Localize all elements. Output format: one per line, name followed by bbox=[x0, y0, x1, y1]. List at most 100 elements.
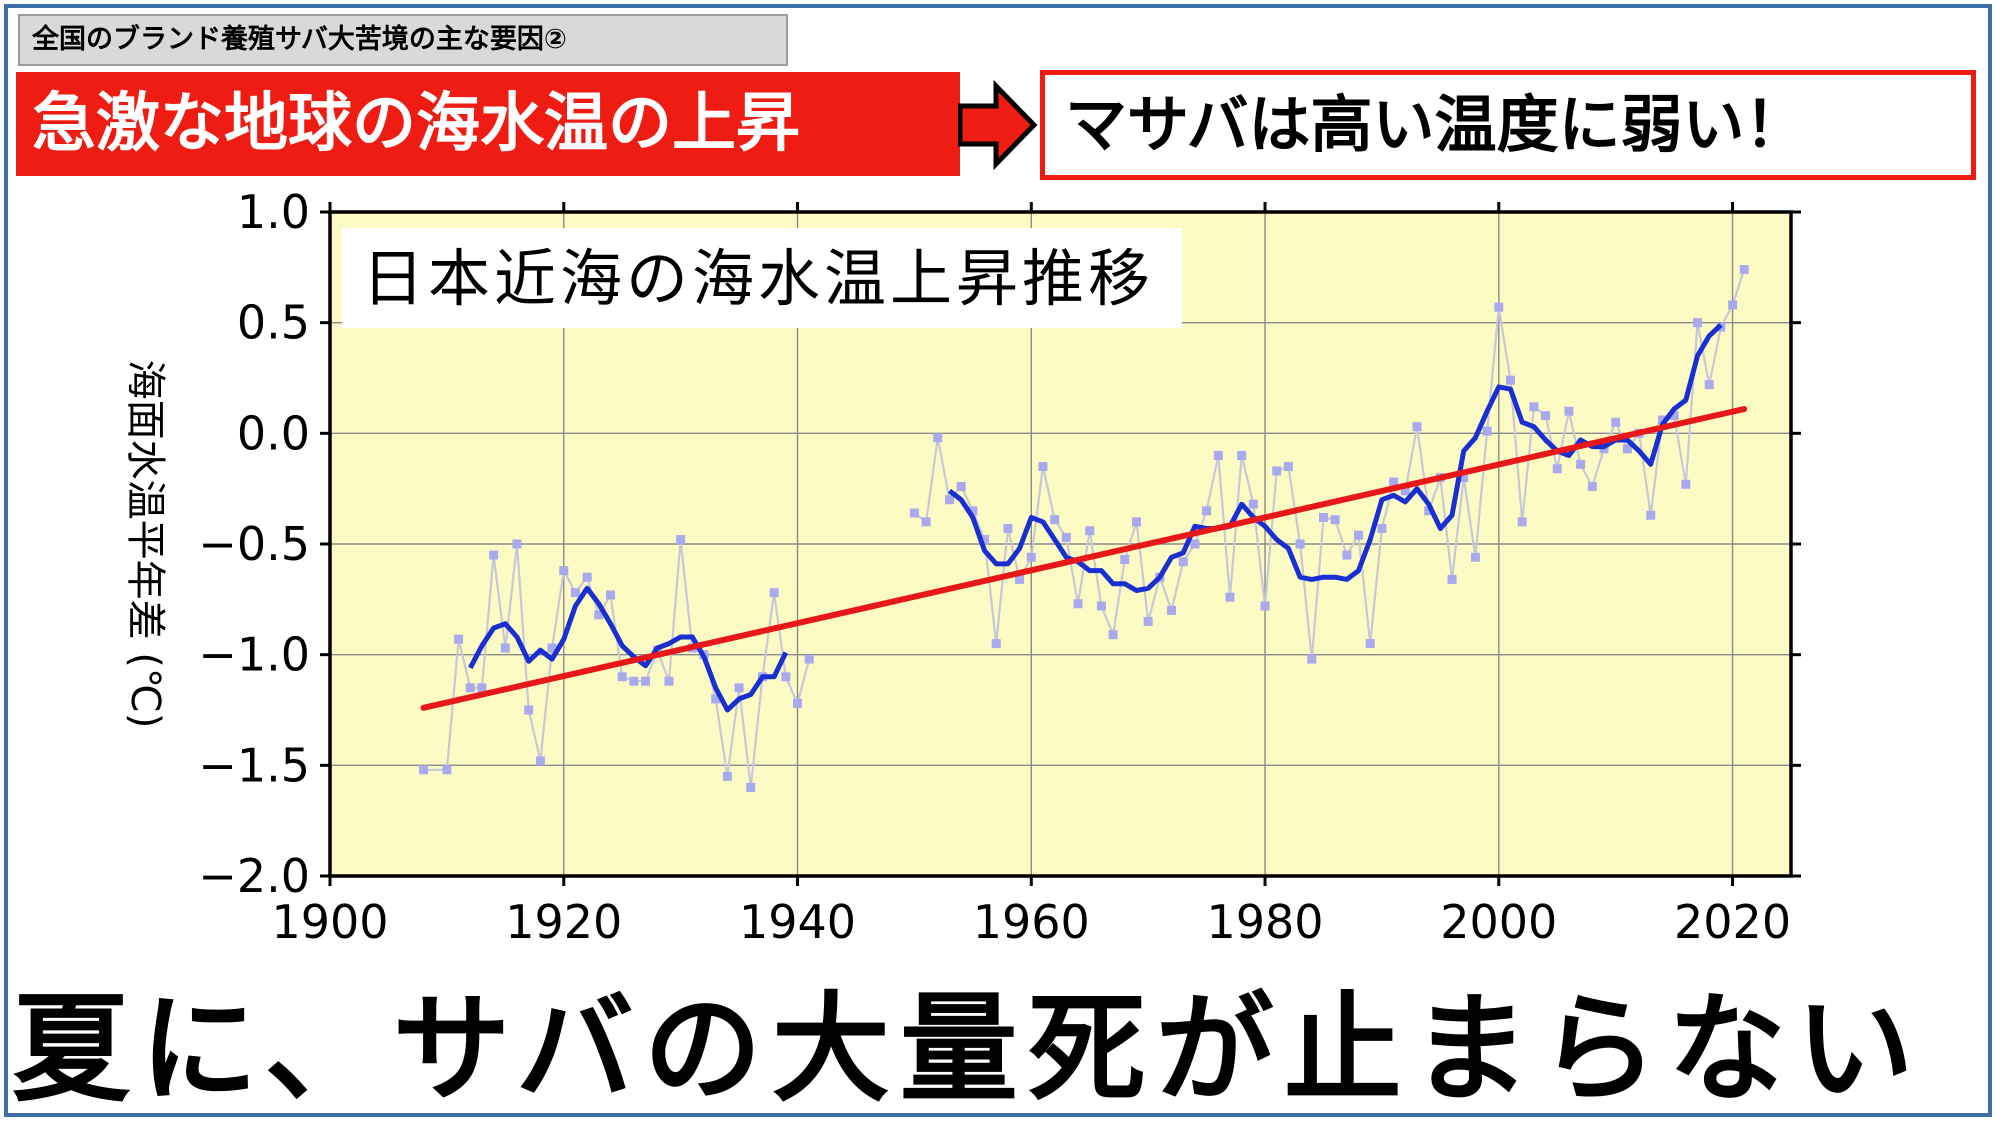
yearly-point bbox=[1190, 539, 1200, 549]
yearly-point bbox=[1739, 265, 1749, 275]
yearly-point bbox=[1505, 375, 1515, 385]
yearly-point bbox=[1318, 512, 1328, 522]
yearly-point bbox=[944, 495, 954, 505]
yearly-point bbox=[535, 756, 545, 766]
yearly-point bbox=[1657, 415, 1667, 425]
yearly-point bbox=[512, 539, 522, 549]
yearly-point bbox=[1307, 654, 1317, 664]
yearly-point bbox=[606, 590, 616, 600]
yearly-point bbox=[1213, 450, 1223, 460]
yearly-point bbox=[419, 765, 429, 775]
yearly-point bbox=[769, 588, 779, 598]
yearly-point bbox=[1529, 402, 1539, 412]
yearly-point bbox=[1646, 510, 1656, 520]
yearly-point bbox=[570, 588, 580, 598]
yearly-point bbox=[1576, 459, 1586, 469]
moving-average-line bbox=[468, 585, 789, 713]
yearly-point bbox=[582, 572, 592, 582]
series-layer bbox=[419, 265, 1749, 792]
chart-title-background bbox=[342, 228, 1182, 328]
yearly-point bbox=[1692, 318, 1702, 328]
y-tick-label: −1.5 bbox=[198, 738, 310, 792]
yearly-point bbox=[1237, 450, 1247, 460]
yearly-point bbox=[594, 610, 604, 620]
yearly-point bbox=[1704, 380, 1714, 390]
slide-tag: 全国のブランド養殖サバ大苦境の主な要因② bbox=[18, 14, 788, 66]
yearly-point bbox=[1272, 466, 1282, 476]
y-tick-label: −2.0 bbox=[198, 849, 310, 903]
x-tick-label: 2020 bbox=[1674, 895, 1791, 949]
yearly-point bbox=[968, 506, 978, 516]
yearly-point bbox=[1050, 515, 1060, 525]
yearly-point bbox=[956, 481, 966, 491]
yearly-point bbox=[1096, 601, 1106, 611]
slide-frame bbox=[4, 4, 1992, 1117]
yearly-point bbox=[933, 433, 943, 443]
yearly-point bbox=[1587, 481, 1597, 491]
y-tick-label: 0.5 bbox=[237, 296, 310, 350]
axis-layer: 1900 1920 1940 1960 1980 2000 2020 1.0 0.5 0.0 −0.… bbox=[198, 186, 1801, 949]
yearly-point bbox=[1470, 552, 1480, 562]
yearly-point bbox=[1003, 524, 1013, 534]
x-tick-label: 2000 bbox=[1440, 895, 1557, 949]
yearly-point bbox=[1143, 616, 1153, 626]
yearly-point bbox=[1447, 574, 1457, 584]
yearly-point bbox=[722, 771, 732, 781]
yearly-point bbox=[991, 639, 1001, 649]
yearly-point bbox=[1482, 426, 1492, 436]
yearly-point bbox=[1459, 473, 1469, 483]
yearly-point bbox=[489, 550, 499, 560]
yearly-point bbox=[980, 535, 990, 545]
yearly-point bbox=[1541, 411, 1551, 421]
yearly-point bbox=[1167, 605, 1177, 615]
yearly-point bbox=[1108, 630, 1118, 640]
yearly-point bbox=[1085, 526, 1095, 536]
yearly-point bbox=[1669, 411, 1679, 421]
yearly-point bbox=[465, 683, 475, 693]
yearly-point bbox=[454, 634, 464, 644]
yearly-point bbox=[1622, 444, 1632, 454]
yearly-point bbox=[1365, 639, 1375, 649]
yearly-point bbox=[1178, 557, 1188, 567]
yearly-point bbox=[629, 676, 639, 686]
yearly-point bbox=[559, 566, 569, 576]
yearly-point bbox=[1202, 506, 1212, 516]
yearly-point bbox=[1295, 539, 1305, 549]
yearly-point bbox=[1131, 517, 1141, 527]
yearly-point bbox=[524, 705, 534, 715]
y-tick-label: 1.0 bbox=[237, 186, 310, 239]
yearly-point bbox=[676, 535, 686, 545]
yearly-point bbox=[1564, 406, 1574, 416]
yearly-point bbox=[1517, 517, 1527, 527]
yearly-point bbox=[477, 683, 487, 693]
yearly-point bbox=[1412, 422, 1422, 432]
yearly-point bbox=[746, 782, 756, 792]
yearly-point bbox=[734, 683, 744, 693]
yearly-point bbox=[909, 508, 919, 518]
yearly-point bbox=[1424, 506, 1434, 516]
yearly-point bbox=[1260, 601, 1270, 611]
yearly-point bbox=[1494, 302, 1504, 312]
yearly-point bbox=[1681, 479, 1691, 489]
yearly-point bbox=[1015, 574, 1025, 584]
y-tick-label: −0.5 bbox=[198, 517, 310, 571]
yearly-point bbox=[1283, 462, 1293, 472]
yearly-point bbox=[1038, 462, 1048, 472]
plot-border bbox=[328, 210, 1793, 878]
yearly-point bbox=[617, 672, 627, 682]
yearly-point bbox=[1354, 530, 1364, 540]
yearly-point bbox=[500, 643, 510, 653]
effect-headline: マサバは高い温度に弱い！ bbox=[1040, 70, 1976, 180]
yearly-point bbox=[1400, 486, 1410, 496]
yearly-point bbox=[1330, 515, 1340, 525]
yearly-point bbox=[781, 672, 791, 682]
yearly-point bbox=[442, 765, 452, 775]
cause-headline: 急激な地球の海水温の上昇 bbox=[16, 72, 960, 176]
yearly-point bbox=[711, 694, 721, 704]
y-tick-label: 0.0 bbox=[237, 406, 310, 460]
yearly-point bbox=[1728, 300, 1738, 310]
yearly-point bbox=[1225, 592, 1235, 602]
trend-line bbox=[420, 406, 1748, 711]
y-axis-label: 海面水温平年差 (℃) bbox=[122, 360, 168, 729]
x-tick-label: 1900 bbox=[271, 895, 388, 949]
